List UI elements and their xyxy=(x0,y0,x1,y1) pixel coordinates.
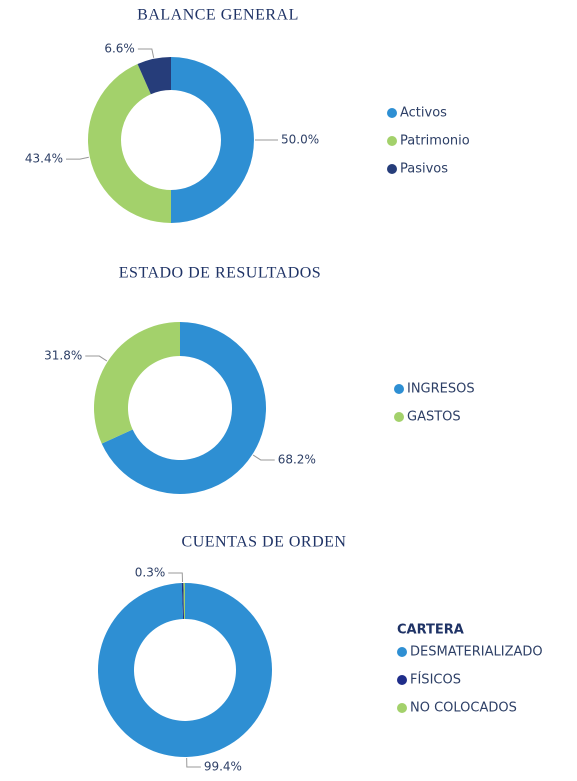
leader-line xyxy=(85,355,108,362)
data-label: 68.2% xyxy=(278,452,316,466)
leader-line xyxy=(252,454,275,461)
chart-title: BALANCE GENERAL xyxy=(137,7,299,24)
donut-segment xyxy=(94,322,180,444)
legend-label: NO COLOCADOS xyxy=(410,701,517,716)
donut-segment xyxy=(183,583,185,620)
donut-segment xyxy=(171,57,254,223)
legend-marker xyxy=(387,164,397,174)
legend-marker xyxy=(397,647,407,657)
legend-label: Activos xyxy=(400,106,447,121)
donut-segment xyxy=(137,57,171,95)
donut-segment xyxy=(101,322,267,495)
leader-line xyxy=(65,156,89,160)
legend-label: DESMATERIALIZADO xyxy=(410,645,543,660)
legend-marker xyxy=(387,136,397,146)
donut-segment xyxy=(88,64,171,224)
leader-line xyxy=(168,572,184,583)
legend-marker xyxy=(394,412,404,422)
legend-marker xyxy=(397,703,407,713)
legend-title: CARTERA xyxy=(397,623,464,638)
donut-segment xyxy=(181,583,185,620)
legend-marker xyxy=(394,384,404,394)
chart-title: CUENTAS DE ORDEN xyxy=(182,534,347,551)
data-label: 6.6% xyxy=(104,41,135,55)
chart-title: ESTADO DE RESULTADOS xyxy=(119,265,321,282)
leader-line xyxy=(186,757,201,768)
legend-label: Pasivos xyxy=(400,162,448,177)
donut-segment xyxy=(97,583,272,758)
legend-marker xyxy=(387,108,397,118)
data-label: 43.4% xyxy=(25,152,63,166)
legend-marker xyxy=(397,675,407,685)
legend-label: Patrimonio xyxy=(400,134,470,149)
legend-label: FÍSICOS xyxy=(410,672,461,688)
data-label: 0.3% xyxy=(135,566,166,580)
data-label: 99.4% xyxy=(204,759,242,773)
leader-line xyxy=(137,48,155,58)
data-label: 50.0% xyxy=(281,133,319,147)
data-label: 31.8% xyxy=(44,349,82,363)
legend-label: INGRESOS xyxy=(407,382,475,397)
legend-label: GASTOS xyxy=(407,410,461,425)
